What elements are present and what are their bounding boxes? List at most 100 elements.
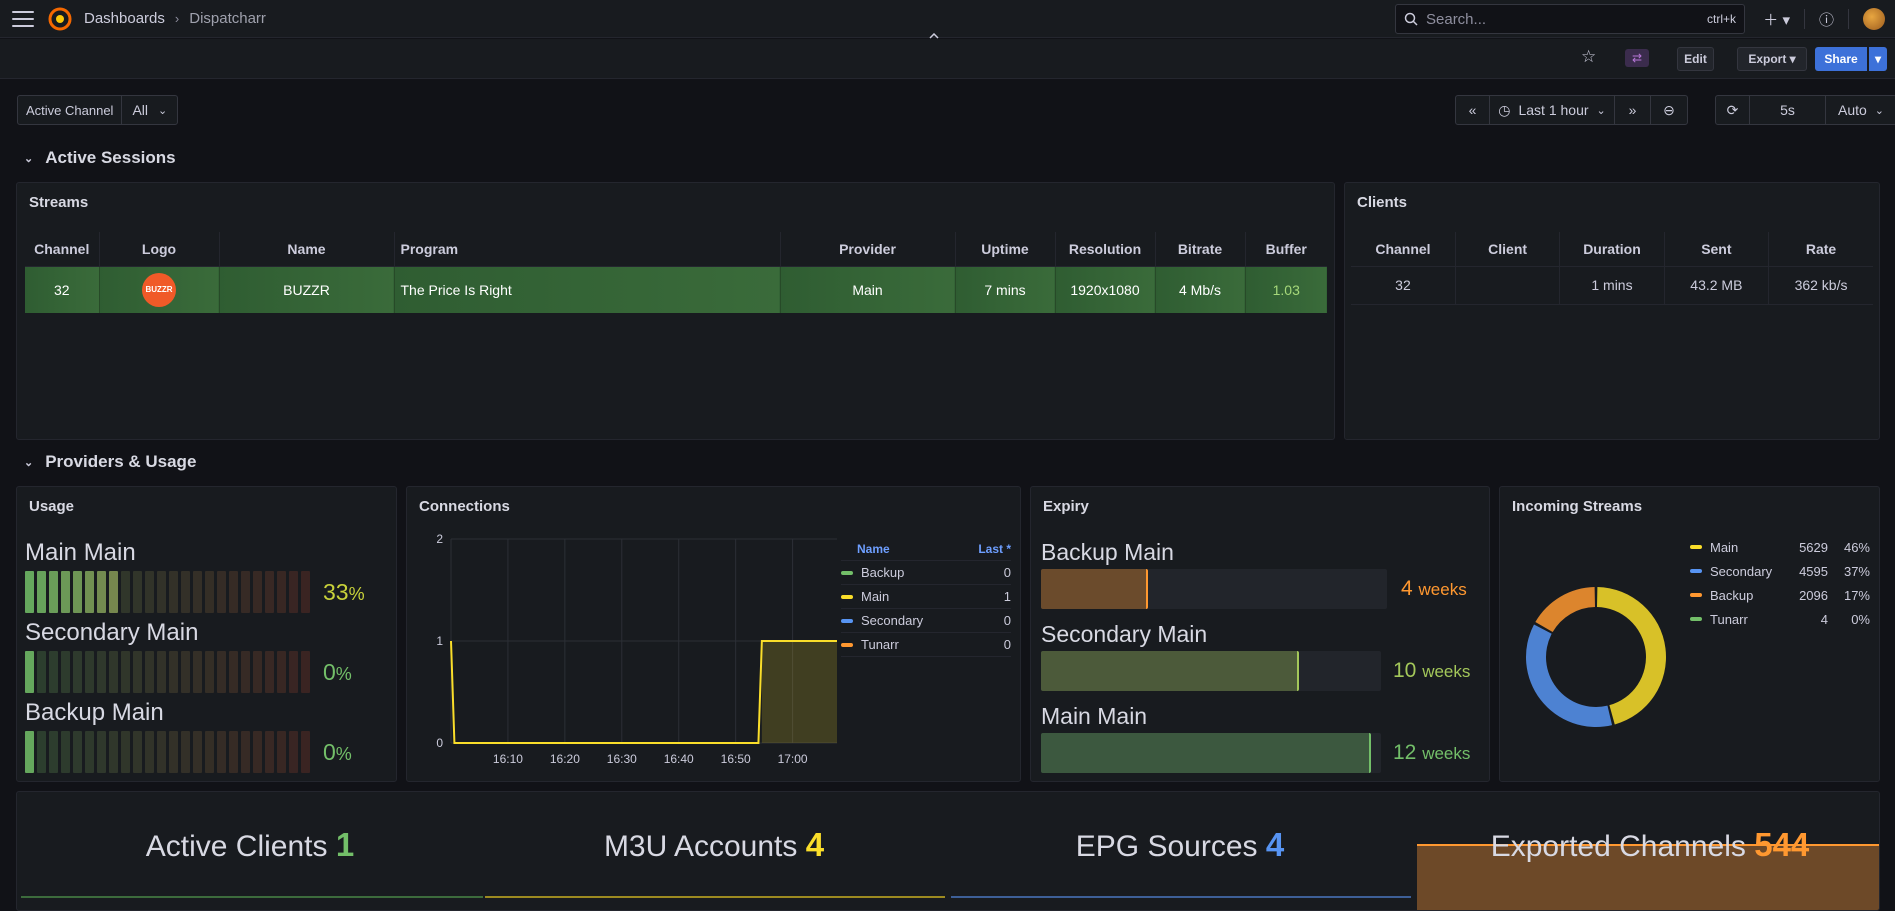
col-sent[interactable]: Sent bbox=[1664, 232, 1770, 267]
gauge-segment bbox=[253, 571, 262, 613]
gauge-segment bbox=[61, 571, 70, 613]
breadcrumb-current[interactable]: Dispatcharr bbox=[189, 10, 266, 27]
donut-slice-backup[interactable] bbox=[1535, 587, 1596, 633]
col-buffer[interactable]: Buffer bbox=[1245, 232, 1327, 267]
panel-title: Usage bbox=[29, 498, 75, 515]
edit-button[interactable]: Edit bbox=[1677, 47, 1714, 71]
cell-uptime: 7 mins bbox=[955, 266, 1056, 313]
expiry-label-1: Secondary Main bbox=[1041, 621, 1208, 647]
expiry-value-2: 12 weeks bbox=[1393, 741, 1470, 765]
legend-item[interactable]: Main 5629 46% bbox=[1690, 535, 1870, 559]
share-dropdown-button[interactable]: ▾ bbox=[1869, 47, 1887, 71]
export-button[interactable]: Export ▾ bbox=[1737, 47, 1807, 71]
col-rate[interactable]: Rate bbox=[1768, 232, 1873, 267]
chevron-down-icon: ⌄ bbox=[1874, 104, 1885, 117]
legend-col-last[interactable]: Last * bbox=[978, 541, 1011, 556]
time-forward-icon[interactable]: » bbox=[1615, 96, 1651, 124]
stat-value: 4 bbox=[805, 826, 825, 863]
gauge-segment bbox=[121, 731, 130, 773]
legend-name: Main bbox=[1710, 539, 1739, 555]
breadcrumb-dashboards[interactable]: Dashboards bbox=[84, 10, 165, 27]
stat-value: 1 bbox=[335, 826, 355, 863]
col-client[interactable]: Client bbox=[1455, 232, 1561, 267]
panel-title: Expiry bbox=[1043, 498, 1089, 515]
legend-item[interactable]: Tunarr 0 bbox=[841, 633, 1011, 657]
refresh-icon[interactable]: ⟳ bbox=[1716, 96, 1750, 124]
incoming-streams-donut[interactable] bbox=[1516, 577, 1676, 737]
legend-item[interactable]: Tunarr 4 0% bbox=[1690, 607, 1870, 631]
col-provider[interactable]: Provider bbox=[780, 232, 956, 267]
legend-header: Name Last * bbox=[841, 537, 1011, 561]
connections-chart[interactable]: 0 1 2 16:10 16:20 16:30 16:40 16:50 17:00 bbox=[427, 531, 841, 771]
star-icon[interactable]: ☆ bbox=[1581, 47, 1597, 66]
avatar[interactable] bbox=[1863, 8, 1885, 30]
legend-swatch bbox=[841, 642, 853, 647]
search-shortcut: ctrl+k bbox=[1706, 12, 1736, 26]
legend-item[interactable]: Main 1 bbox=[841, 585, 1011, 609]
usage-bar-2 bbox=[25, 731, 310, 773]
cell-resolution: 1920x1080 bbox=[1055, 266, 1156, 313]
topbar-actions: ＋ ▾ ⓘ bbox=[1763, 0, 1895, 38]
gauge-segment bbox=[193, 651, 202, 693]
gauge-segment bbox=[205, 571, 214, 613]
variable-select[interactable]: All ⌄ bbox=[122, 96, 177, 124]
legend-item[interactable]: Secondary 0 bbox=[841, 609, 1011, 633]
gauge-segment bbox=[25, 571, 34, 613]
zoom-out-icon[interactable]: ⊖ bbox=[1663, 101, 1675, 118]
share-button[interactable]: Share bbox=[1815, 47, 1867, 71]
refresh-interval[interactable]: 5s bbox=[1750, 96, 1826, 124]
legend-item[interactable]: Backup 2096 17% bbox=[1690, 583, 1870, 607]
gauge-segment bbox=[181, 731, 190, 773]
col-channel[interactable]: Channel bbox=[1351, 232, 1456, 267]
col-resolution[interactable]: Resolution bbox=[1055, 232, 1156, 267]
menu-icon[interactable] bbox=[12, 10, 34, 27]
cell-channel: 32 bbox=[1351, 266, 1456, 305]
gauge-segment bbox=[169, 571, 178, 613]
table-row[interactable]: 32 BUZZR BUZZR The Price Is Right Main 7… bbox=[25, 266, 1327, 313]
expiry-number: 10 bbox=[1393, 659, 1417, 682]
help-icon[interactable]: ⓘ bbox=[1818, 11, 1834, 29]
expiry-panel: Expiry Backup Main 4 weeks Secondary Mai… bbox=[1030, 486, 1490, 782]
usage-value-0: 33% bbox=[323, 579, 365, 606]
table-row[interactable]: 32 1 mins 43.2 MB 362 kb/s bbox=[1351, 266, 1873, 305]
swap-icon[interactable]: ⇄ bbox=[1625, 49, 1649, 67]
gauge-segment bbox=[157, 651, 166, 693]
time-back-icon[interactable]: « bbox=[1456, 96, 1490, 124]
legend-name: Secondary bbox=[1710, 563, 1773, 579]
legend-item[interactable]: Backup 0 bbox=[841, 561, 1011, 585]
col-program[interactable]: Program bbox=[394, 232, 781, 267]
legend-last: 1 bbox=[1003, 589, 1011, 604]
gauge-segment bbox=[217, 651, 226, 693]
plus-icon[interactable]: ＋ ▾ bbox=[1763, 11, 1790, 29]
row-active-sessions[interactable]: ⌄ Active Sessions bbox=[24, 148, 176, 168]
col-uptime[interactable]: Uptime bbox=[955, 232, 1056, 267]
chevron-down-icon: ⌄ bbox=[24, 152, 34, 165]
expiry-number: 12 bbox=[1393, 741, 1417, 764]
donut-slice-secondary[interactable] bbox=[1526, 624, 1613, 727]
time-range-picker[interactable]: ◷ Last 1 hour ⌄ bbox=[1490, 96, 1615, 124]
legend-col-name[interactable]: Name bbox=[857, 541, 890, 556]
auto-refresh-picker[interactable]: Auto ⌄ bbox=[1826, 96, 1895, 124]
legend-name: Backup bbox=[1710, 587, 1754, 603]
legend-item[interactable]: Secondary 4595 37% bbox=[1690, 559, 1870, 583]
stat-active-clients: Active Clients 1 bbox=[20, 826, 480, 864]
col-channel[interactable]: Channel bbox=[25, 232, 100, 267]
col-duration[interactable]: Duration bbox=[1559, 232, 1665, 267]
expiry-label-2: Main Main bbox=[1041, 703, 1148, 729]
expiry-bar-0 bbox=[1041, 569, 1387, 609]
col-name[interactable]: Name bbox=[219, 232, 395, 267]
gauge-segment bbox=[121, 651, 130, 693]
chevron-right-icon: › bbox=[174, 11, 180, 26]
grafana-logo-icon[interactable] bbox=[48, 7, 72, 31]
variable-value: All bbox=[132, 102, 149, 118]
gauge-segment bbox=[217, 731, 226, 773]
gauge-segment bbox=[289, 731, 298, 773]
donut-slice-main[interactable] bbox=[1596, 587, 1666, 725]
col-bitrate[interactable]: Bitrate bbox=[1155, 232, 1246, 267]
col-logo[interactable]: Logo bbox=[99, 232, 220, 267]
expiry-value-1: 10 weeks bbox=[1393, 659, 1470, 683]
gauge-segment bbox=[73, 731, 82, 773]
expiry-bar-2 bbox=[1041, 733, 1381, 773]
search-input[interactable]: Search... ctrl+k bbox=[1395, 4, 1745, 34]
row-providers-usage[interactable]: ⌄ Providers & Usage bbox=[24, 452, 196, 472]
